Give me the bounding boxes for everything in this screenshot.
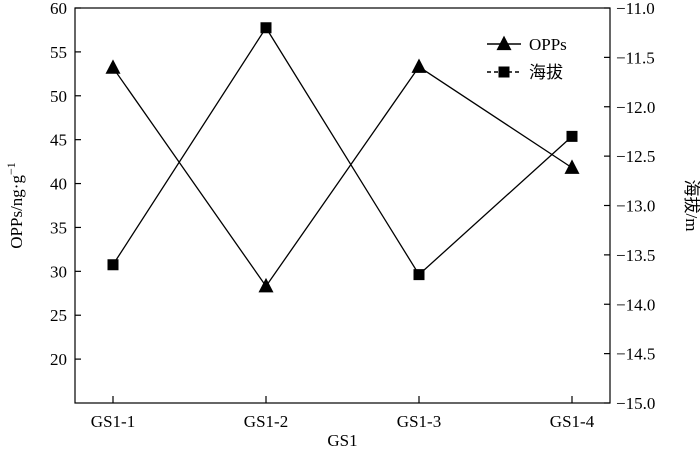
chart-series [105,22,580,293]
x-tick-label: GS1-3 [397,412,441,431]
y-left-tick-label: 40 [50,175,67,194]
y-right-tick-label: −12.0 [616,98,655,117]
x-tick-label: GS1-1 [91,412,135,431]
y-right-tick-label: −13.5 [616,246,655,265]
series-1 [105,58,580,293]
y-right-tick-label: −15.0 [616,394,655,413]
series-2 [107,22,578,281]
data-point-square [413,269,425,281]
y-right-tick-label: −13.0 [616,197,655,216]
legend-triangle-marker [496,35,512,51]
y-left-tick-label: 25 [50,306,67,325]
legend-label: 海拔 [529,63,563,82]
y-right-tick-label: −12.5 [616,147,655,166]
series-line [112,65,573,288]
y-left-tick-label: 20 [50,350,67,369]
data-point-triangle [411,58,427,73]
data-point-triangle [564,159,580,174]
legend-entry: OPPs [487,35,567,54]
data-point-square [107,259,119,271]
y-left-tick-label: 50 [50,87,67,106]
legend-entry: 海拔 [487,63,563,82]
x-tick-label: GS1-4 [550,412,595,431]
y-left-tick-label: 35 [50,218,67,237]
series-line [112,26,573,276]
legend-label: OPPs [529,35,567,54]
y-axis-left-title-superscript: −1 [4,162,18,175]
y-axis-left-title-text: OPPs/ng·g [7,175,26,249]
y-axis-right-title: 海拔/m [682,180,700,232]
y-left-tick-label: 30 [50,262,67,281]
y-right-tick-label: −14.5 [616,345,655,364]
x-tick-label: GS1-2 [244,412,288,431]
data-point-triangle [105,59,121,74]
y-left-tick-label: 55 [50,43,67,62]
y-right-tick-label: −11.0 [616,0,655,18]
legend: OPPs 海拔 [487,35,567,82]
y-left-tick-label: 60 [50,0,67,18]
data-point-square [566,130,578,142]
y-right-tick-label: −14.0 [616,295,655,314]
data-point-triangle [258,277,274,293]
data-point-square [260,22,272,34]
x-axis-title: GS1 [327,431,357,450]
y-left-tick-label: 45 [50,131,67,150]
y-axis-left-title: OPPs/ng·g−1 [4,162,26,248]
y-right-tick-label: −11.5 [616,48,655,67]
chart-ticks: 20 25 30 35 40 45 50 55 60 −11.0 −11.5 −12.0 −12.5 −1… [50,0,655,431]
legend-square-marker [498,66,510,78]
